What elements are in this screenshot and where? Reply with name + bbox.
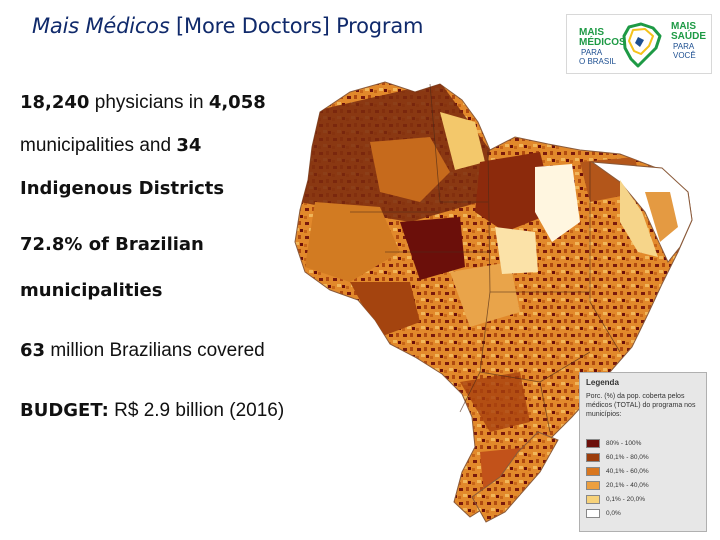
legend-item-label: 40,1% - 60,0% <box>606 468 649 475</box>
logo-left-line-4: O BRASIL <box>579 57 616 66</box>
program-logo: MAIS MÉDICOS PARA O BRASIL MAIS SAÚDE PA… <box>566 14 712 74</box>
stat-budget: BUDGET: R$ 2.9 billion (2016) <box>20 400 284 422</box>
logo-left-line-2: MÉDICOS <box>579 37 626 48</box>
stat-physicians-count: 18,240 <box>20 92 90 113</box>
stat-indigenous-districts: Indigenous Districts <box>20 178 224 200</box>
logo-left-line-1: MAIS <box>579 27 604 38</box>
stat-population: 63 million Brazilians covered <box>20 340 265 362</box>
brazil-coverage-map <box>294 81 693 523</box>
legend-swatch <box>586 453 600 462</box>
legend-swatch <box>586 439 600 448</box>
stat-budget-value: R$ 2.9 billion (2016) <box>108 400 285 421</box>
legend-swatch <box>586 495 600 504</box>
logo-right-line-1: MAIS <box>671 21 696 32</box>
stat-population-text: million Brazilians covered <box>45 340 265 361</box>
stat-budget-label: BUDGET: <box>20 400 109 421</box>
stat-districts-count: 34 <box>176 135 202 156</box>
brazil-map-logo-icon <box>622 22 662 68</box>
stat-coverage-municipalities: municipalities <box>20 280 162 302</box>
logo-right-line-2: SAÚDE <box>671 31 707 42</box>
legend-title: Legenda <box>586 378 619 387</box>
page-title: Mais Médicos [More Doctors] Program <box>32 14 423 38</box>
title-rest: [More Doctors] Program <box>169 14 424 38</box>
logo-right-line-4: VOCÊ <box>673 51 696 60</box>
legend-swatch <box>586 481 600 490</box>
logo-right-line-3: PARA <box>673 42 695 51</box>
legend-item-label: 60,1% - 80,0% <box>606 454 649 461</box>
stat-population-count: 63 <box>20 340 46 361</box>
map-legend: Legenda Porc. (%) da pop. coberta pelos … <box>579 372 707 532</box>
stat-physicians-text: physicians in <box>89 92 209 113</box>
legend-item-label: 20,1% - 40,0% <box>606 482 649 489</box>
stat-indigenous-districts-text: Indigenous Districts <box>20 178 225 199</box>
legend-swatch <box>586 467 600 476</box>
stat-coverage-line-2: municipalities <box>20 280 163 301</box>
stat-physicians: 18,240 physicians in 4,058 <box>20 92 266 114</box>
legend-description: Porc. (%) da pop. coberta pelos médicos … <box>586 393 696 418</box>
logo-left-line-3: PARA <box>581 48 603 57</box>
stat-coverage-percent: 72.8% of Brazilian <box>20 234 204 256</box>
stat-municipalities-count: 4,058 <box>208 92 266 113</box>
legend-item-label: 0,0% <box>606 510 621 517</box>
legend-item-label: 0,1% - 20,0% <box>606 496 646 503</box>
legend-item-label: 80% - 100% <box>606 440 642 447</box>
stat-coverage-line-1: 72.8% of Brazilian <box>20 234 204 255</box>
legend-swatch <box>586 509 600 518</box>
title-program-name: Mais Médicos <box>32 14 170 38</box>
stat-municipalities: municipalities and 34 <box>20 135 201 157</box>
stat-municipalities-text: municipalities and <box>20 135 177 156</box>
